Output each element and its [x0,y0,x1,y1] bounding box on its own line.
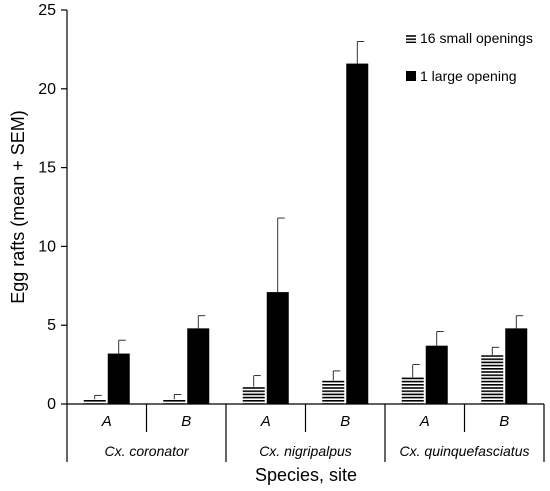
bar-small-openings [83,399,106,404]
y-tick-label: 5 [47,317,56,334]
bar-large-opening [266,292,289,404]
site-label-b: B [499,413,509,430]
bar-small-openings [163,399,186,404]
bars-group [83,41,528,405]
y-tick-label: 25 [38,2,56,19]
legend-swatch-large-opening [406,71,416,81]
bar-large-opening [187,328,210,404]
y-tick-label: 0 [47,396,56,413]
y-tick-label: 15 [38,160,56,177]
site-label-b: B [340,413,350,430]
x-axis-structure: A B A B A B Cx. coronator Cx. nigripalpus Cx. qu… [66,403,545,462]
species-label: Cx. nigripalpus [259,443,352,459]
y-axis: 0 5 10 15 20 25 [38,2,68,413]
bar-small-openings [242,386,265,404]
site-label-b: B [181,413,191,430]
species-label: Cx. quinquefasciatus [400,443,530,459]
bar-large-opening [505,328,528,404]
species-label: Cx. coronator [104,443,189,459]
x-axis-title: Species, site [255,465,357,485]
site-label-a: A [101,413,112,430]
legend-swatch-small-openings [406,34,416,43]
bar-large-opening [346,63,369,405]
y-ticks: 0 5 10 15 20 25 [38,2,67,413]
legend-label-large-opening: 1 large opening [420,68,517,84]
legend-label-small-openings: 16 small openings [420,30,533,46]
legend: 16 small openings 1 large opening [406,30,533,84]
y-axis-title: Egg rafts (mean + SEM) [8,110,28,304]
bar-small-openings [481,355,504,404]
site-label-a: A [419,413,430,430]
bar-large-opening [425,345,448,404]
bar-small-openings [322,380,345,404]
y-tick-label: 10 [38,238,56,255]
bar-small-openings [401,377,424,404]
bar-large-opening [107,353,130,404]
y-tick-label: 20 [38,81,56,98]
site-label-a: A [260,413,271,430]
